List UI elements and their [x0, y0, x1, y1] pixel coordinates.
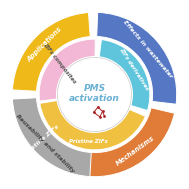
Point [92, 111, 95, 114]
Text: Pristine ZIFs: Pristine ZIFs [23, 124, 60, 157]
Text: activation: activation [69, 94, 120, 103]
Wedge shape [12, 12, 90, 91]
Text: ZIFs derivatives: ZIFs derivatives [118, 47, 149, 91]
Wedge shape [86, 108, 174, 177]
Text: Effects in wastewater: Effects in wastewater [123, 20, 174, 79]
Point [97, 105, 100, 108]
Circle shape [57, 57, 132, 132]
Text: Mechanisms: Mechanisms [115, 135, 156, 167]
Wedge shape [12, 98, 91, 177]
Wedge shape [12, 98, 82, 175]
Text: ZIFs composites: ZIFs composites [42, 42, 77, 84]
Wedge shape [40, 101, 145, 150]
Text: Reusability and stability: Reusability and stability [15, 114, 75, 174]
Point [103, 114, 106, 117]
Wedge shape [99, 40, 150, 111]
Text: Applications: Applications [26, 26, 63, 63]
Point [101, 110, 104, 113]
Wedge shape [39, 39, 95, 101]
Text: Pristine ZIFs: Pristine ZIFs [69, 139, 108, 144]
Text: PMS: PMS [83, 84, 106, 93]
Wedge shape [97, 12, 177, 104]
Point [98, 115, 101, 118]
